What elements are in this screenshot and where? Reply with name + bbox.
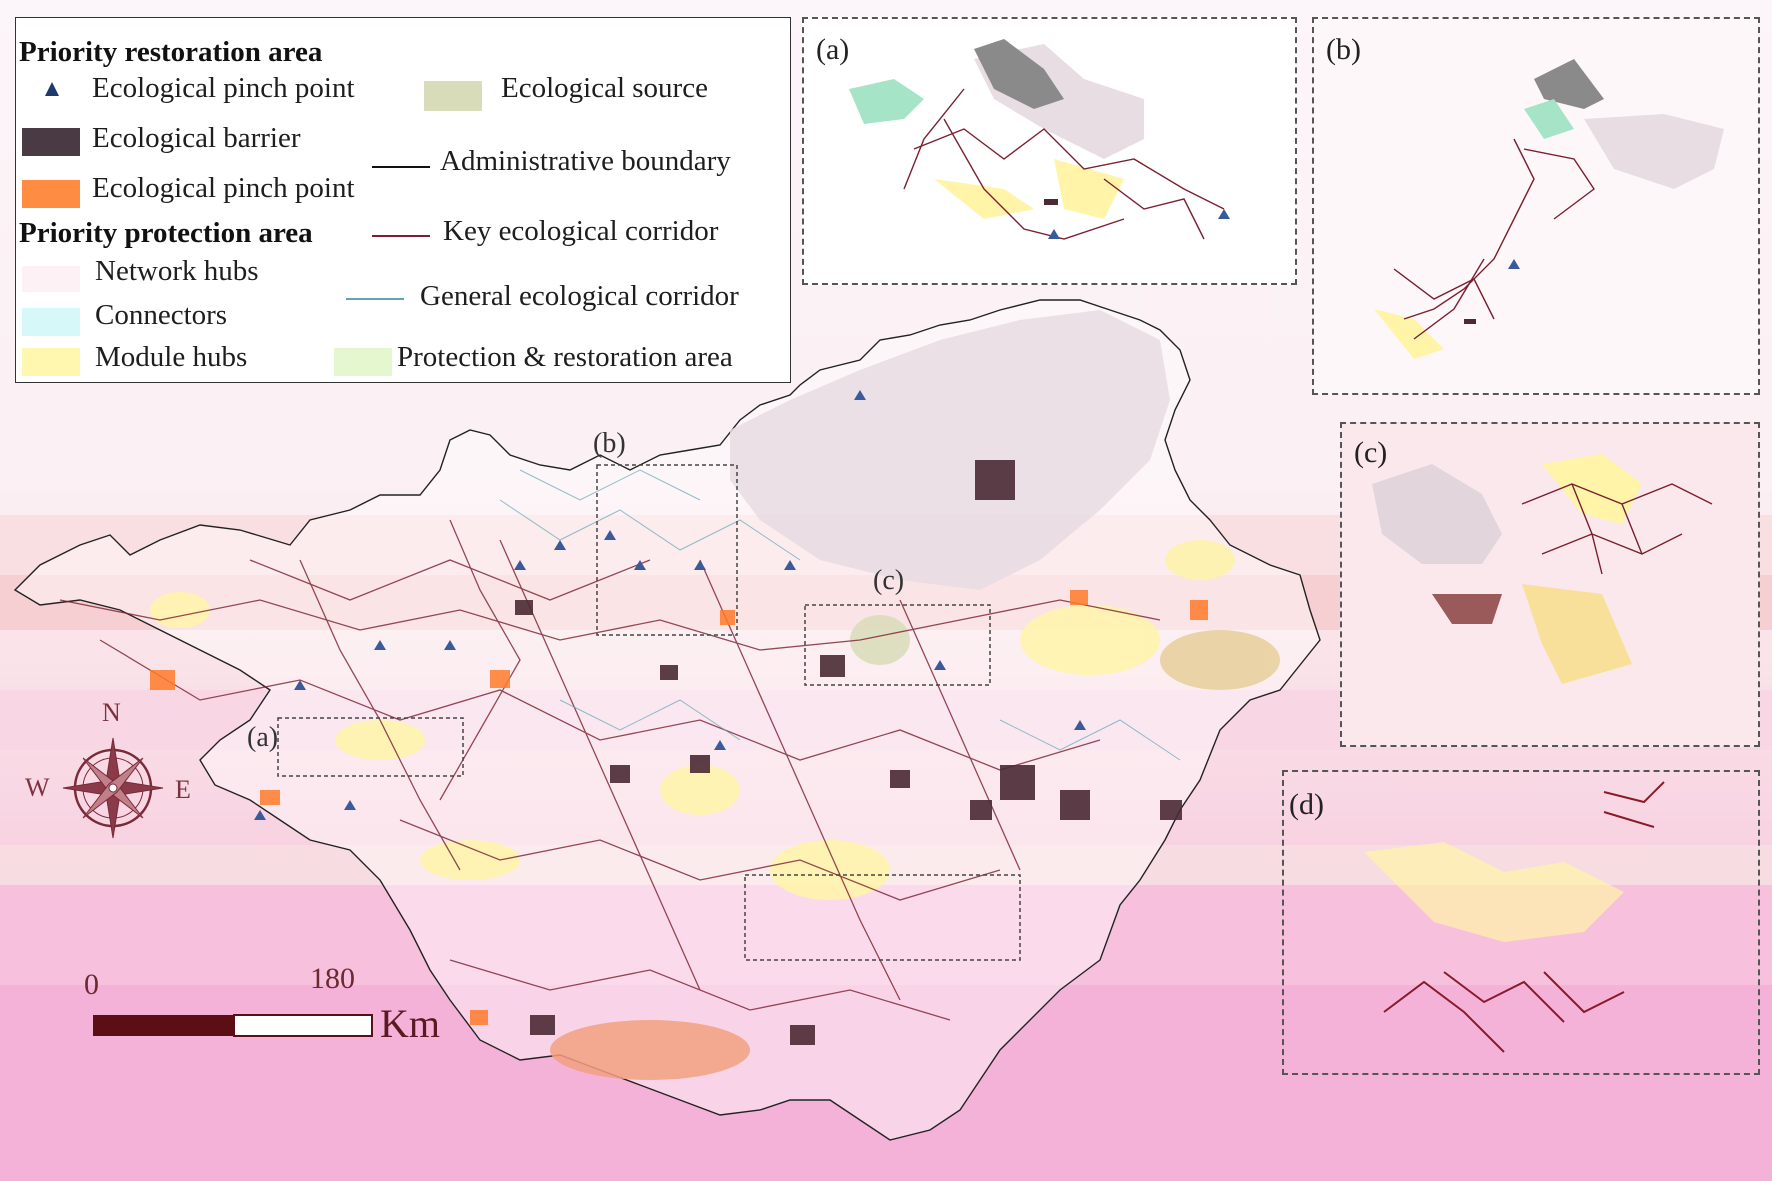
legend-label-pinch-point: Ecological pinch point <box>92 72 355 104</box>
inset-c: (c) <box>1340 422 1760 747</box>
legend-label-ecological-source: Ecological source <box>501 72 708 104</box>
scale-bar <box>93 1014 373 1037</box>
legend-label-network-hubs: Network hubs <box>95 255 259 287</box>
legend-heading-protection: Priority protection area <box>19 217 313 249</box>
inset-c-map <box>1372 454 1713 684</box>
admin-boundary-line-icon <box>372 166 430 168</box>
locator-label-c: (c) <box>873 565 905 596</box>
legend-label-connectors: Connectors <box>95 299 228 331</box>
pinch-point-triangles <box>254 390 1086 820</box>
network-hub-area <box>730 310 1170 590</box>
legend-label-admin-boundary: Administrative boundary <box>440 145 731 177</box>
legend: Priority restoration area Ecological pin… <box>15 17 791 383</box>
inset-d-label: (d) <box>1289 788 1324 821</box>
scale-unit: Km <box>380 1001 440 1046</box>
scale-tick-start: 0 <box>84 968 99 1001</box>
locator-label-a: (a) <box>247 722 279 753</box>
compass-north-label: N <box>102 698 121 727</box>
legend-label-general-corridor: General ecological corridor <box>420 280 739 312</box>
legend-heading-restoration: Priority restoration area <box>19 36 323 68</box>
inset-b-label: (b) <box>1326 33 1361 66</box>
locator-label-b: (b) <box>593 428 626 459</box>
key-ecological-corridors <box>59 519 1161 1021</box>
ecological-barriers <box>515 460 1182 1045</box>
swatch-module-hubs <box>22 348 80 376</box>
compass-east-label: E <box>175 775 191 804</box>
general-corridor-line-icon <box>346 298 404 300</box>
inset-c-label: (c) <box>1354 436 1388 469</box>
swatch-connectors <box>22 308 80 336</box>
module-hub-areas <box>150 540 1280 1080</box>
inset-a: (a) <box>802 17 1297 285</box>
general-ecological-corridors <box>499 469 1181 761</box>
swatch-protection-restoration <box>334 348 392 376</box>
compass-west-label: W <box>25 773 50 802</box>
legend-label-ecological-barrier: Ecological barrier <box>92 122 301 154</box>
scale-tick-mid: 180 <box>310 962 355 995</box>
swatch-pinch-point-area <box>22 180 80 208</box>
locator-boxes <box>277 464 1021 961</box>
legend-label-protection-restoration: Protection & restoration area <box>397 341 733 373</box>
legend-label-pinch-point-area: Ecological pinch point <box>92 172 355 204</box>
inset-b: (b) <box>1312 17 1760 395</box>
pinch-point-triangle-icon <box>45 82 59 96</box>
inset-d: (d) <box>1282 770 1760 1075</box>
swatch-ecological-source <box>424 81 482 111</box>
swatch-network-hubs <box>22 266 80 292</box>
inset-a-map <box>849 39 1230 240</box>
key-corridor-line-icon <box>372 235 430 237</box>
swatch-ecological-barrier <box>22 128 80 156</box>
ecological-pinch-point-areas <box>150 590 1208 1025</box>
inset-d-map <box>1364 781 1665 1053</box>
compass-rose-icon <box>62 737 164 839</box>
inset-a-label: (a) <box>816 33 850 66</box>
legend-label-key-corridor: Key ecological corridor <box>443 215 719 247</box>
inset-b-map <box>1374 59 1724 359</box>
legend-label-module-hubs: Module hubs <box>95 341 248 373</box>
